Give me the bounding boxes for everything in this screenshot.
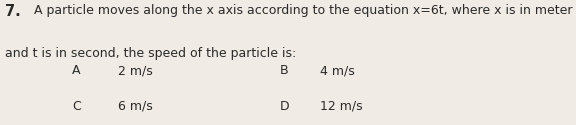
Text: and t is in second, the speed of the particle is:: and t is in second, the speed of the par… bbox=[5, 48, 296, 60]
Text: 6 m/s: 6 m/s bbox=[118, 100, 153, 112]
Text: C: C bbox=[72, 100, 81, 112]
Text: A: A bbox=[72, 64, 81, 78]
Text: 4 m/s: 4 m/s bbox=[320, 64, 354, 78]
Text: 12 m/s: 12 m/s bbox=[320, 100, 362, 112]
Text: A particle moves along the x axis according to the equation x=6t, where x is in : A particle moves along the x axis accord… bbox=[30, 4, 573, 17]
Text: D: D bbox=[279, 100, 289, 112]
Text: B: B bbox=[279, 64, 288, 78]
Text: 2 m/s: 2 m/s bbox=[118, 64, 153, 78]
Text: 7.: 7. bbox=[5, 4, 20, 19]
